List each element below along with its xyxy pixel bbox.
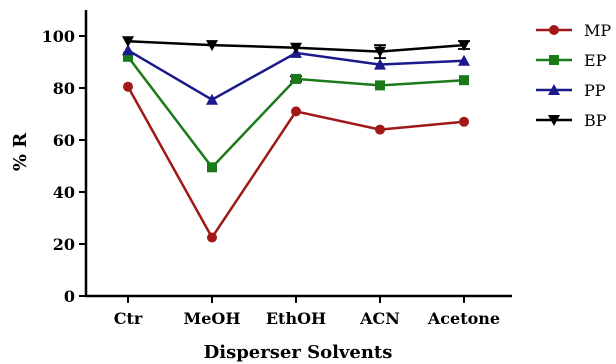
legend-marker <box>548 115 560 126</box>
legend-label: MP <box>584 21 611 40</box>
data-point <box>291 73 301 84</box>
legend-item-ep: EP <box>536 51 607 70</box>
data-point <box>458 54 470 66</box>
y-tick-label: 0 <box>64 287 75 306</box>
y-tick-label: 80 <box>53 79 75 98</box>
data-point <box>375 124 385 135</box>
y-ticks: 0 20 40 60 80 100 <box>42 27 86 306</box>
x-axis-label: Disperser Solvents <box>204 342 393 363</box>
data-point <box>206 40 218 52</box>
y-tick-label: 60 <box>53 131 75 150</box>
legend: MP EP PP BP <box>536 21 611 130</box>
x-tick-label: Acetone <box>427 309 500 328</box>
series-layer <box>122 36 470 243</box>
legend-label: PP <box>584 81 606 100</box>
legend-marker <box>548 84 560 95</box>
legend-label: EP <box>584 51 607 70</box>
legend-item-pp: PP <box>536 81 606 100</box>
legend-marker <box>549 55 559 65</box>
axes <box>84 10 512 298</box>
x-tick-label: Ctr <box>114 309 143 328</box>
legend-marker <box>549 25 559 35</box>
data-point <box>207 232 217 243</box>
x-tick-label: EthOH <box>266 309 326 328</box>
data-point <box>374 58 386 70</box>
y-tick-label: 100 <box>42 27 75 46</box>
data-point <box>375 80 385 91</box>
x-tick-label: MeOH <box>184 309 241 328</box>
y-tick-label: 40 <box>53 183 75 202</box>
data-point <box>291 106 301 117</box>
y-axis-label: % R <box>10 132 31 171</box>
data-point <box>123 51 133 62</box>
data-point <box>459 116 469 127</box>
series-ep <box>123 51 469 173</box>
data-point <box>290 42 302 54</box>
x-ticks: Ctr MeOH EthOH ACN Acetone <box>114 296 500 328</box>
data-point <box>122 36 134 48</box>
data-point <box>206 93 218 105</box>
data-point <box>122 44 134 56</box>
series-bp <box>122 36 470 59</box>
data-point <box>459 75 469 86</box>
legend-item-mp: MP <box>536 21 611 40</box>
data-point <box>374 46 386 58</box>
y-tick-label: 20 <box>53 235 75 254</box>
legend-item-bp: BP <box>536 111 607 130</box>
data-point <box>207 162 217 173</box>
data-point <box>123 81 133 92</box>
x-tick-label: ACN <box>359 309 400 328</box>
series-mp <box>123 81 469 243</box>
data-point <box>458 40 470 52</box>
legend-label: BP <box>584 111 607 130</box>
